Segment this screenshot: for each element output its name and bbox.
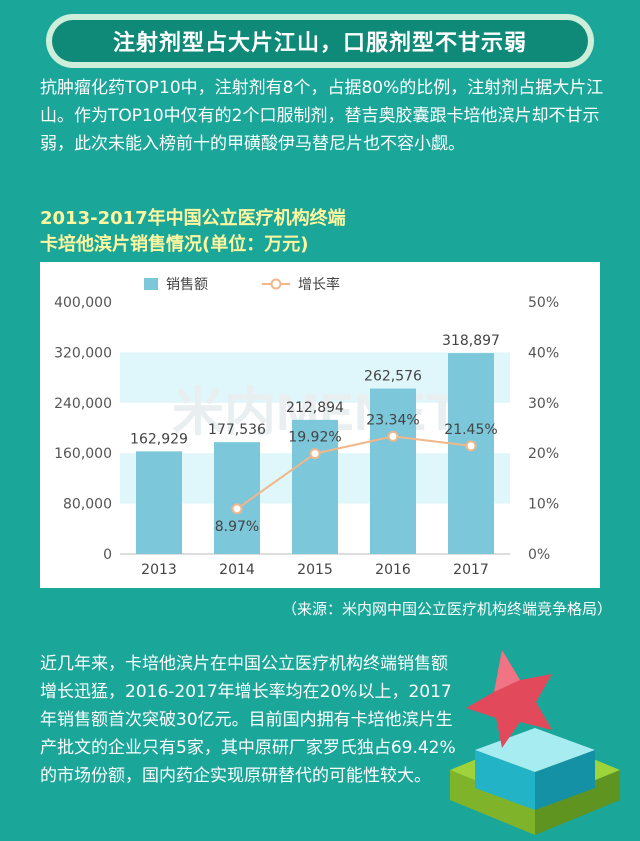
- x-tick-label: 2013: [141, 562, 177, 578]
- line-data-label: 19.92%: [288, 430, 341, 446]
- x-tick-label: 2015: [297, 562, 333, 578]
- legend-line-marker: [270, 278, 282, 290]
- intro-paragraph: 抗肿瘤化药TOP10中，注射剂有8个，占据80%的比例，注射剂占据大片江山。作为…: [40, 78, 604, 154]
- chart-svg: 米内MENET080,000160,000240,000320,000400,0…: [54, 276, 559, 578]
- legend-bar-swatch: [144, 278, 158, 290]
- bar: [370, 388, 416, 554]
- y-left-tick-label: 320,000: [54, 345, 112, 361]
- grid-band: [120, 352, 510, 403]
- chart-title: 2013-2017年中国公立医疗机构终端 卡培他滨片销售情况(单位：万元): [40, 206, 600, 258]
- x-tick-label: 2016: [375, 562, 411, 578]
- line-point: [465, 440, 477, 452]
- y-left-tick-label: 400,000: [54, 295, 112, 311]
- y-right-tick-label: 40%: [528, 345, 559, 361]
- bar-data-label: 177,536: [208, 422, 266, 438]
- line-data-label: 8.97%: [215, 519, 259, 535]
- y-right-tick-label: 20%: [528, 446, 559, 462]
- title-banner: 注射剂型占大片江山，口服剂型不甘示弱: [46, 14, 594, 68]
- legend-bar-label: 销售额: [166, 277, 208, 293]
- source-note: （来源：米内网中国公立医疗机构终端竞争格局）: [281, 600, 612, 618]
- line-point: [387, 430, 399, 442]
- growth-line: [236, 435, 472, 510]
- bar-data-label: 262,576: [364, 369, 422, 385]
- y-right-tick-label: 30%: [528, 396, 559, 412]
- y-left-tick-label: 160,000: [54, 446, 112, 462]
- y-right-tick-label: 50%: [528, 295, 559, 311]
- y-left-tick-label: 0: [103, 547, 112, 563]
- bar-data-label: 212,894: [286, 400, 344, 416]
- chart-title-line1: 2013-2017年中国公立医疗机构终端: [40, 208, 346, 229]
- bar: [292, 419, 338, 554]
- y-right-tick-label: 10%: [528, 497, 559, 513]
- bar-data-label: 318,897: [442, 333, 500, 349]
- y-right-tick-label: 0%: [528, 547, 550, 563]
- line-point: [231, 503, 243, 515]
- line-data-label: 23.34%: [366, 412, 419, 428]
- chart-panel: 米内MENET 0 80,000 160,000 240,000 320,000 400,0…: [40, 262, 600, 588]
- x-tick-label: 2017: [453, 562, 489, 578]
- bar: [448, 353, 494, 554]
- bar: [136, 451, 182, 554]
- line-data-label: 21.45%: [444, 422, 497, 438]
- outro-paragraph: 近几年来，卡培他滨片在中国公立医疗机构终端销售额增长迅猛，2016-2017年增…: [40, 654, 456, 786]
- legend-line-label: 增长率: [298, 276, 340, 293]
- banner-title: 注射剂型占大片江山，口服剂型不甘示弱: [52, 20, 588, 62]
- y-left-tick-label: 240,000: [54, 396, 112, 412]
- x-tick-label: 2014: [219, 562, 255, 578]
- chart-title-line2: 卡培他滨片销售情况(单位：万元): [40, 234, 309, 255]
- line-point: [309, 448, 321, 460]
- bar-data-label: 162,929: [130, 431, 188, 447]
- star-cube-icon: [450, 650, 620, 835]
- y-left-tick-label: 80,000: [63, 497, 112, 513]
